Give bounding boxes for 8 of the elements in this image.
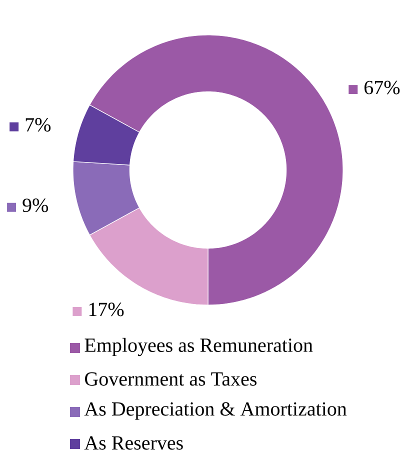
data-label: 7% bbox=[26, 118, 51, 132]
legend-label: Government as Taxes bbox=[85, 372, 256, 386]
legend-label: Employees as Remuneration bbox=[84, 338, 313, 356]
legend-label: As Reserves bbox=[84, 436, 183, 450]
data-label: 67% bbox=[364, 80, 400, 94]
legend-label: As Depreciation & Amortization bbox=[84, 402, 347, 420]
data-label: 17% bbox=[89, 302, 124, 316]
data-label: 9% bbox=[22, 198, 48, 212]
